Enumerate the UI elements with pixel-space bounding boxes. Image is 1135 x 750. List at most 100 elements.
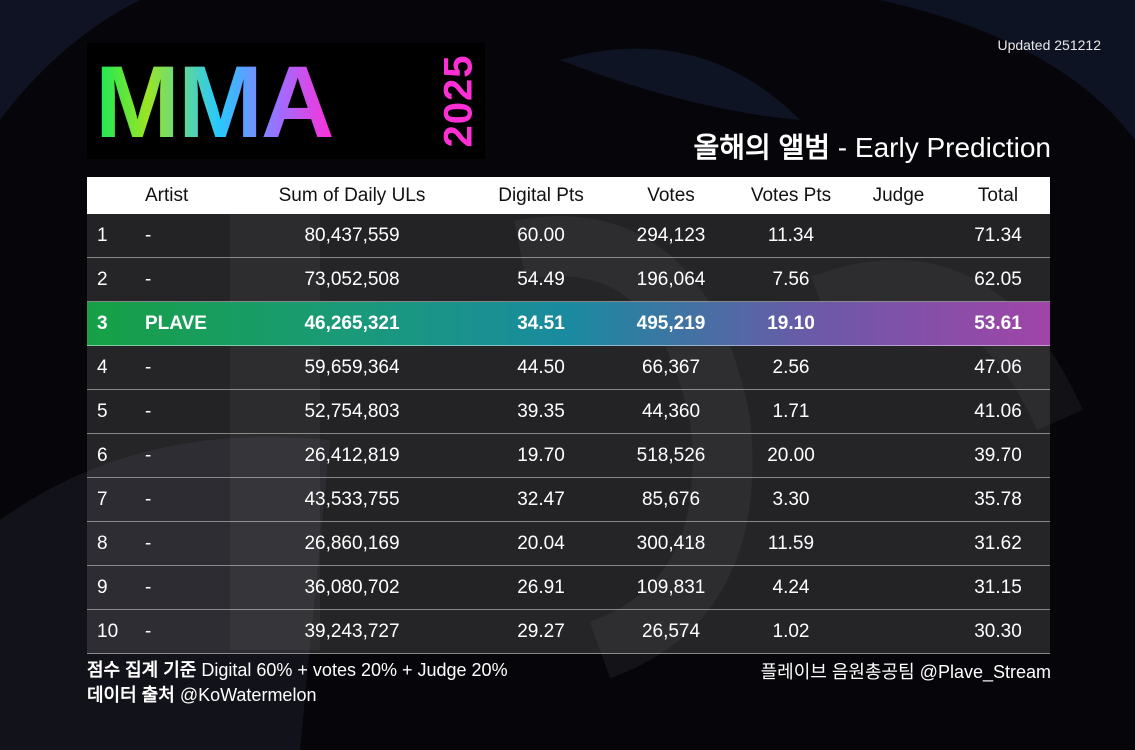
votes-pts-cell: 2.56 [731,345,851,390]
total-cell: 35.78 [946,477,1050,522]
votes-pts-cell: 7.56 [731,257,851,302]
rank-cell: 7 [87,477,123,522]
artist-cell: - [123,521,233,566]
daily-uls-cell: 36,080,702 [233,565,471,610]
rank-cell: 2 [87,257,123,302]
digital-pts-cell: 39.35 [471,389,611,434]
updated-date: Updated 251212 [997,37,1101,53]
table-row: 6-26,412,819 19.70 518,526 20.00 39.70 [87,433,1050,478]
judge-cell [851,521,946,566]
votes-pts-cell: 20.00 [731,433,851,478]
chart-title: 올해의 앨범 - Early Prediction [693,126,1051,166]
column-header-rank [87,177,123,214]
daily-uls-cell: 26,860,169 [233,521,471,566]
column-header-uls: Sum of Daily ULs [233,177,471,214]
column-header-judge: Judge [851,177,946,214]
judge-cell [851,477,946,522]
judge-cell [851,257,946,302]
table-row-highlighted: 3 PLAVE 46,265,321 34.51 495,219 19.10 53.61 [87,301,1050,346]
title-korean: 올해의 앨범 [693,132,831,163]
digital-pts-cell: 32.47 [471,477,611,522]
artist-cell: PLAVE [123,301,233,346]
total-cell: 31.62 [946,521,1050,566]
votes-pts-cell: 1.02 [731,609,851,654]
artist-cell: - [123,345,233,390]
judge-cell [851,609,946,654]
votes-pts-cell: 11.59 [731,521,851,566]
rank-cell: 9 [87,565,123,610]
judge-cell [851,565,946,610]
daily-uls-cell: 59,659,364 [233,345,471,390]
rank-cell: 6 [87,433,123,478]
source-value: @KoWatermelon [174,685,317,705]
judge-cell [851,433,946,478]
total-cell: 47.06 [946,345,1050,390]
votes-pts-cell: 11.34 [731,214,851,258]
daily-uls-cell: 80,437,559 [233,214,471,258]
votes-cell: 294,123 [611,214,731,258]
total-cell: 41.06 [946,389,1050,434]
rank-cell: 5 [87,389,123,434]
digital-pts-cell: 44.50 [471,345,611,390]
table-row: 5-52,754,803 39.35 44,360 1.71 41.06 [87,389,1050,434]
table-row: 8-26,860,169 20.04 300,418 11.59 31.62 [87,521,1050,566]
digital-pts-cell: 34.51 [471,301,611,346]
daily-uls-cell: 46,265,321 [233,301,471,346]
logo-year: 2025 [436,54,481,148]
rank-cell: 3 [87,301,123,346]
table-row: 2-73,052,508 54.49 196,064 7.56 62.05 [87,257,1050,302]
table-row: 9-36,080,702 26.91 109,831 4.24 31.15 [87,565,1050,610]
mma-logo: MMA 2025 [87,43,485,159]
table-body: 1-80,437,559 60.00 294,123 11.34 71.34 2-73,0… [87,214,1050,654]
digital-pts-cell: 19.70 [471,433,611,478]
judge-cell [851,301,946,346]
results-table: Artist Sum of Daily ULs Digital Pts Vote… [87,177,1050,654]
digital-pts-cell: 60.00 [471,214,611,258]
total-cell: 31.15 [946,565,1050,610]
column-header-votes-pts: Votes Pts [731,177,851,214]
artist-cell: - [123,609,233,654]
total-cell: 71.34 [946,214,1050,258]
votes-pts-cell: 19.10 [731,301,851,346]
votes-cell: 109,831 [611,565,731,610]
daily-uls-cell: 43,533,755 [233,477,471,522]
artist-cell: - [123,389,233,434]
table-row: 7-43,533,755 32.47 85,676 3.30 35.78 [87,477,1050,522]
votes-cell: 66,367 [611,345,731,390]
votes-cell: 26,574 [611,609,731,654]
votes-cell: 196,064 [611,257,731,302]
column-header-digital: Digital Pts [471,177,611,214]
judge-cell [851,389,946,434]
total-cell: 62.05 [946,257,1050,302]
table-row: 1-80,437,559 60.00 294,123 11.34 71.34 [87,214,1050,258]
digital-pts-cell: 26.91 [471,565,611,610]
votes-pts-cell: 3.30 [731,477,851,522]
column-header-votes: Votes [611,177,731,214]
votes-pts-cell: 4.24 [731,565,851,610]
artist-cell: - [123,477,233,522]
digital-pts-cell: 54.49 [471,257,611,302]
votes-cell: 495,219 [611,301,731,346]
daily-uls-cell: 26,412,819 [233,433,471,478]
total-cell: 30.30 [946,609,1050,654]
votes-cell: 518,526 [611,433,731,478]
column-header-artist: Artist [123,177,233,214]
rank-cell: 4 [87,345,123,390]
daily-uls-cell: 73,052,508 [233,257,471,302]
votes-cell: 44,360 [611,389,731,434]
daily-uls-cell: 52,754,803 [233,389,471,434]
criteria-value: Digital 60% + votes 20% + Judge 20% [196,660,508,680]
total-cell: 39.70 [946,433,1050,478]
votes-pts-cell: 1.71 [731,389,851,434]
total-cell: 53.61 [946,301,1050,346]
criteria-label: 점수 집계 기준 [87,660,197,680]
votes-cell: 85,676 [611,477,731,522]
source-label: 데이터 출처 [87,685,175,705]
footer-credit: 플레이브 음원총공팀 @Plave_Stream [760,662,1051,682]
artist-cell: - [123,214,233,258]
logo-year-box: 2025 [433,43,485,159]
table-header: Artist Sum of Daily ULs Digital Pts Vote… [87,177,1050,214]
daily-uls-cell: 39,243,727 [233,609,471,654]
judge-cell [851,345,946,390]
data-source: 데이터 출처 @KoWatermelon [87,683,508,708]
